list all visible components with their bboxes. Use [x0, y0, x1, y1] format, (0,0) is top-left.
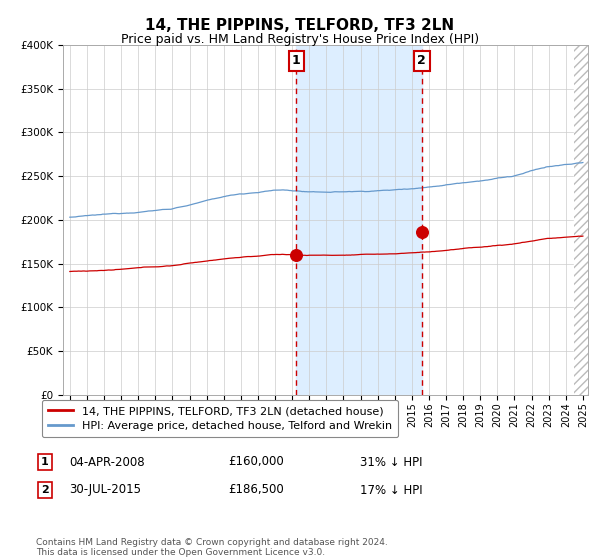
Text: £160,000: £160,000 — [228, 455, 284, 469]
Text: 31% ↓ HPI: 31% ↓ HPI — [360, 455, 422, 469]
Text: 1: 1 — [41, 457, 49, 467]
Text: 1: 1 — [292, 54, 301, 67]
Point — [292, 250, 301, 259]
Point — [417, 227, 427, 236]
Text: 2: 2 — [41, 485, 49, 495]
Bar — [296, 45, 422, 395]
Text: Price paid vs. HM Land Registry's House Price Index (HPI): Price paid vs. HM Land Registry's House … — [121, 32, 479, 46]
Legend: 14, THE PIPPINS, TELFORD, TF3 2LN (detached house), HPI: Average price, detached: 14, THE PIPPINS, TELFORD, TF3 2LN (detac… — [41, 400, 398, 437]
Text: 04-APR-2008: 04-APR-2008 — [69, 455, 145, 469]
Bar — [574, 45, 588, 395]
Text: £186,500: £186,500 — [228, 483, 284, 497]
Text: 2: 2 — [418, 54, 426, 67]
Text: 14, THE PIPPINS, TELFORD, TF3 2LN: 14, THE PIPPINS, TELFORD, TF3 2LN — [145, 18, 455, 32]
Text: 17% ↓ HPI: 17% ↓ HPI — [360, 483, 422, 497]
Text: 30-JUL-2015: 30-JUL-2015 — [69, 483, 141, 497]
Text: Contains HM Land Registry data © Crown copyright and database right 2024.
This d: Contains HM Land Registry data © Crown c… — [36, 538, 388, 557]
Bar — [574, 45, 588, 395]
